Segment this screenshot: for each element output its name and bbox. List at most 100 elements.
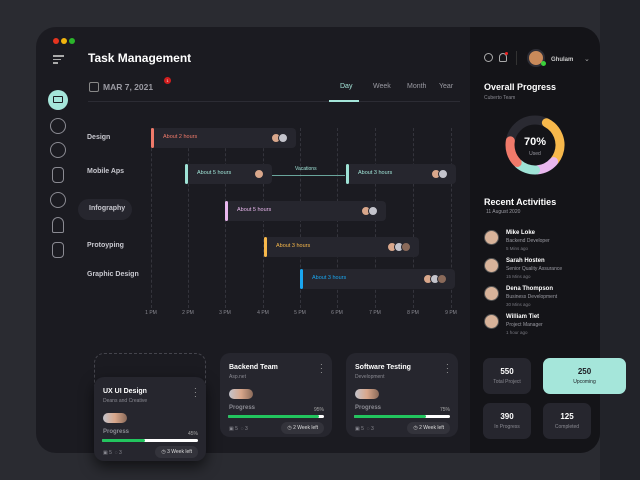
- book-icon[interactable]: [52, 242, 64, 258]
- recent-activities-title: Recent Activities: [484, 197, 557, 207]
- tab-year[interactable]: Year: [439, 83, 454, 90]
- row-label-protoyping: Protoyping: [87, 242, 124, 249]
- activity-time: 5 Mins ago: [506, 246, 529, 251]
- tab-month[interactable]: Month: [407, 83, 427, 90]
- progress-donut: [505, 115, 565, 175]
- stat-tile[interactable]: 390 In Progress: [483, 403, 531, 439]
- stat-value: 250: [577, 367, 592, 376]
- task-bar[interactable]: About 3 hours: [300, 269, 455, 289]
- assignee-avatar: [437, 274, 447, 284]
- menu-icon[interactable]: [53, 55, 64, 64]
- task-bar-edge: [264, 237, 267, 257]
- progress-percent: 45%: [187, 431, 198, 437]
- tick-label: 1 PM: [145, 310, 157, 316]
- activity-name: Dena Thompson: [506, 286, 554, 292]
- stat-label: Total Project: [493, 379, 521, 385]
- task-bar[interactable]: About 5 hours: [225, 201, 386, 221]
- task-duration: About 2 hours: [163, 134, 198, 140]
- tab-week[interactable]: Week: [373, 83, 391, 90]
- progress-bar: [102, 439, 198, 442]
- file-count: ▣ 5 ◌ 3: [229, 426, 248, 432]
- task-bar-edge: [225, 201, 228, 221]
- online-indicator: [541, 61, 546, 66]
- member-avatars: [229, 389, 253, 399]
- stat-value: 125: [560, 412, 574, 421]
- row-label-infography[interactable]: Infography: [78, 199, 132, 220]
- stat-tile[interactable]: 250 Upcoming: [543, 358, 626, 394]
- bell-icon[interactable]: [499, 53, 507, 62]
- task-bar[interactable]: About 3 hours: [346, 164, 456, 184]
- progress-fill: [228, 415, 320, 418]
- row-label-design: Design: [87, 134, 111, 141]
- activity-time: 30 Mins ago: [506, 302, 531, 307]
- bell-icon[interactable]: [52, 217, 64, 233]
- file-icon[interactable]: [52, 167, 64, 183]
- donut-segment: [505, 115, 565, 175]
- chevron-down-icon[interactable]: ⌄: [584, 56, 590, 63]
- avatar[interactable]: [527, 49, 545, 67]
- assignee-avatar: [368, 206, 378, 216]
- more-options-icon[interactable]: · · ·: [194, 384, 197, 401]
- maximize-dot[interactable]: [69, 38, 75, 44]
- activity-item[interactable]: Sarah Hosten Senior Quality Assurance 15…: [484, 258, 562, 279]
- gauge-icon[interactable]: [50, 142, 66, 158]
- activity-avatar: [484, 258, 499, 273]
- vacation-line: [272, 175, 345, 176]
- more-options-icon[interactable]: · · ·: [320, 360, 323, 377]
- card-subtitle: Deans and Creative: [103, 398, 148, 404]
- more-options-icon[interactable]: · · ·: [446, 360, 449, 377]
- search-icon[interactable]: [484, 53, 493, 62]
- task-bar[interactable]: About 3 hours: [264, 237, 419, 257]
- page-title: Task Management: [88, 51, 192, 65]
- progress-bar: [354, 415, 450, 418]
- progress-percent: 75%: [439, 407, 450, 413]
- task-bar[interactable]: About 5 hours: [185, 164, 272, 184]
- activity-name: Sarah Hosten: [506, 258, 545, 264]
- stat-value: 390: [500, 412, 514, 421]
- task-duration: About 5 hours: [197, 170, 232, 176]
- time-left: 2 Week left: [293, 425, 318, 431]
- project-card[interactable]: UX UI Design Deans and Creative · · · Prog…: [94, 377, 206, 461]
- stat-tile[interactable]: 550 Total Project: [483, 358, 531, 394]
- notification-dot: [505, 52, 508, 55]
- activity-item[interactable]: Dena Thompson Business Development 30 Mi…: [484, 286, 558, 307]
- activity-time: 15 Mins ago: [506, 274, 531, 279]
- card-subtitle: Development: [355, 374, 385, 380]
- activity-name: Mike Loke: [506, 230, 536, 236]
- tick-label: 2 PM: [182, 310, 194, 316]
- time-left: 3 Week left: [167, 449, 192, 455]
- alarm-icon[interactable]: [50, 192, 66, 208]
- monitor-icon: [53, 96, 63, 103]
- task-duration: About 3 hours: [312, 275, 347, 281]
- close-dot[interactable]: [53, 38, 59, 44]
- file-count: ▣ 5 ◌ 3: [355, 426, 374, 432]
- project-card[interactable]: Software Testing Development · · · Progres…: [346, 353, 458, 437]
- progress-fill: [102, 439, 146, 442]
- donut-used-label: Used: [529, 151, 541, 157]
- notification-badge: 1: [164, 77, 171, 84]
- donut-percent: 70%: [523, 136, 547, 148]
- stat-value: 550: [500, 367, 514, 376]
- progress-bar: [228, 415, 324, 418]
- activity-item[interactable]: Mike Loke Backend Developer 5 Mins ago: [484, 230, 550, 251]
- file-count-value: 5: [235, 426, 238, 432]
- date-label[interactable]: MAR 7, 2021: [103, 82, 154, 92]
- tab-day[interactable]: Day: [340, 83, 353, 90]
- tick-label: 4 PM: [257, 310, 269, 316]
- minimize-dot[interactable]: [61, 38, 67, 44]
- project-card[interactable]: Backend Team Asp.net · · · Progress 95% ▣ …: [220, 353, 332, 437]
- activity-role: Business Development: [506, 294, 558, 300]
- assignee-avatar: [278, 133, 288, 143]
- background: [600, 0, 640, 480]
- activity-item[interactable]: William Tiet Project Manager 1 hour ago: [484, 314, 543, 335]
- row-label-mobile: Mobile Aps: [87, 168, 125, 175]
- stat-tile[interactable]: 125 Completed: [543, 403, 591, 439]
- assignee-avatar: [254, 169, 264, 179]
- sidebar-item-dashboard[interactable]: [48, 90, 68, 110]
- user-name[interactable]: Ghulam: [551, 57, 574, 63]
- calendar-icon[interactable]: [89, 82, 99, 92]
- task-duration: About 3 hours: [276, 243, 311, 249]
- time-left-badge: ◷ 2 Week left: [281, 422, 324, 434]
- document-icon[interactable]: [50, 118, 66, 134]
- task-bar[interactable]: About 2 hours: [151, 128, 296, 148]
